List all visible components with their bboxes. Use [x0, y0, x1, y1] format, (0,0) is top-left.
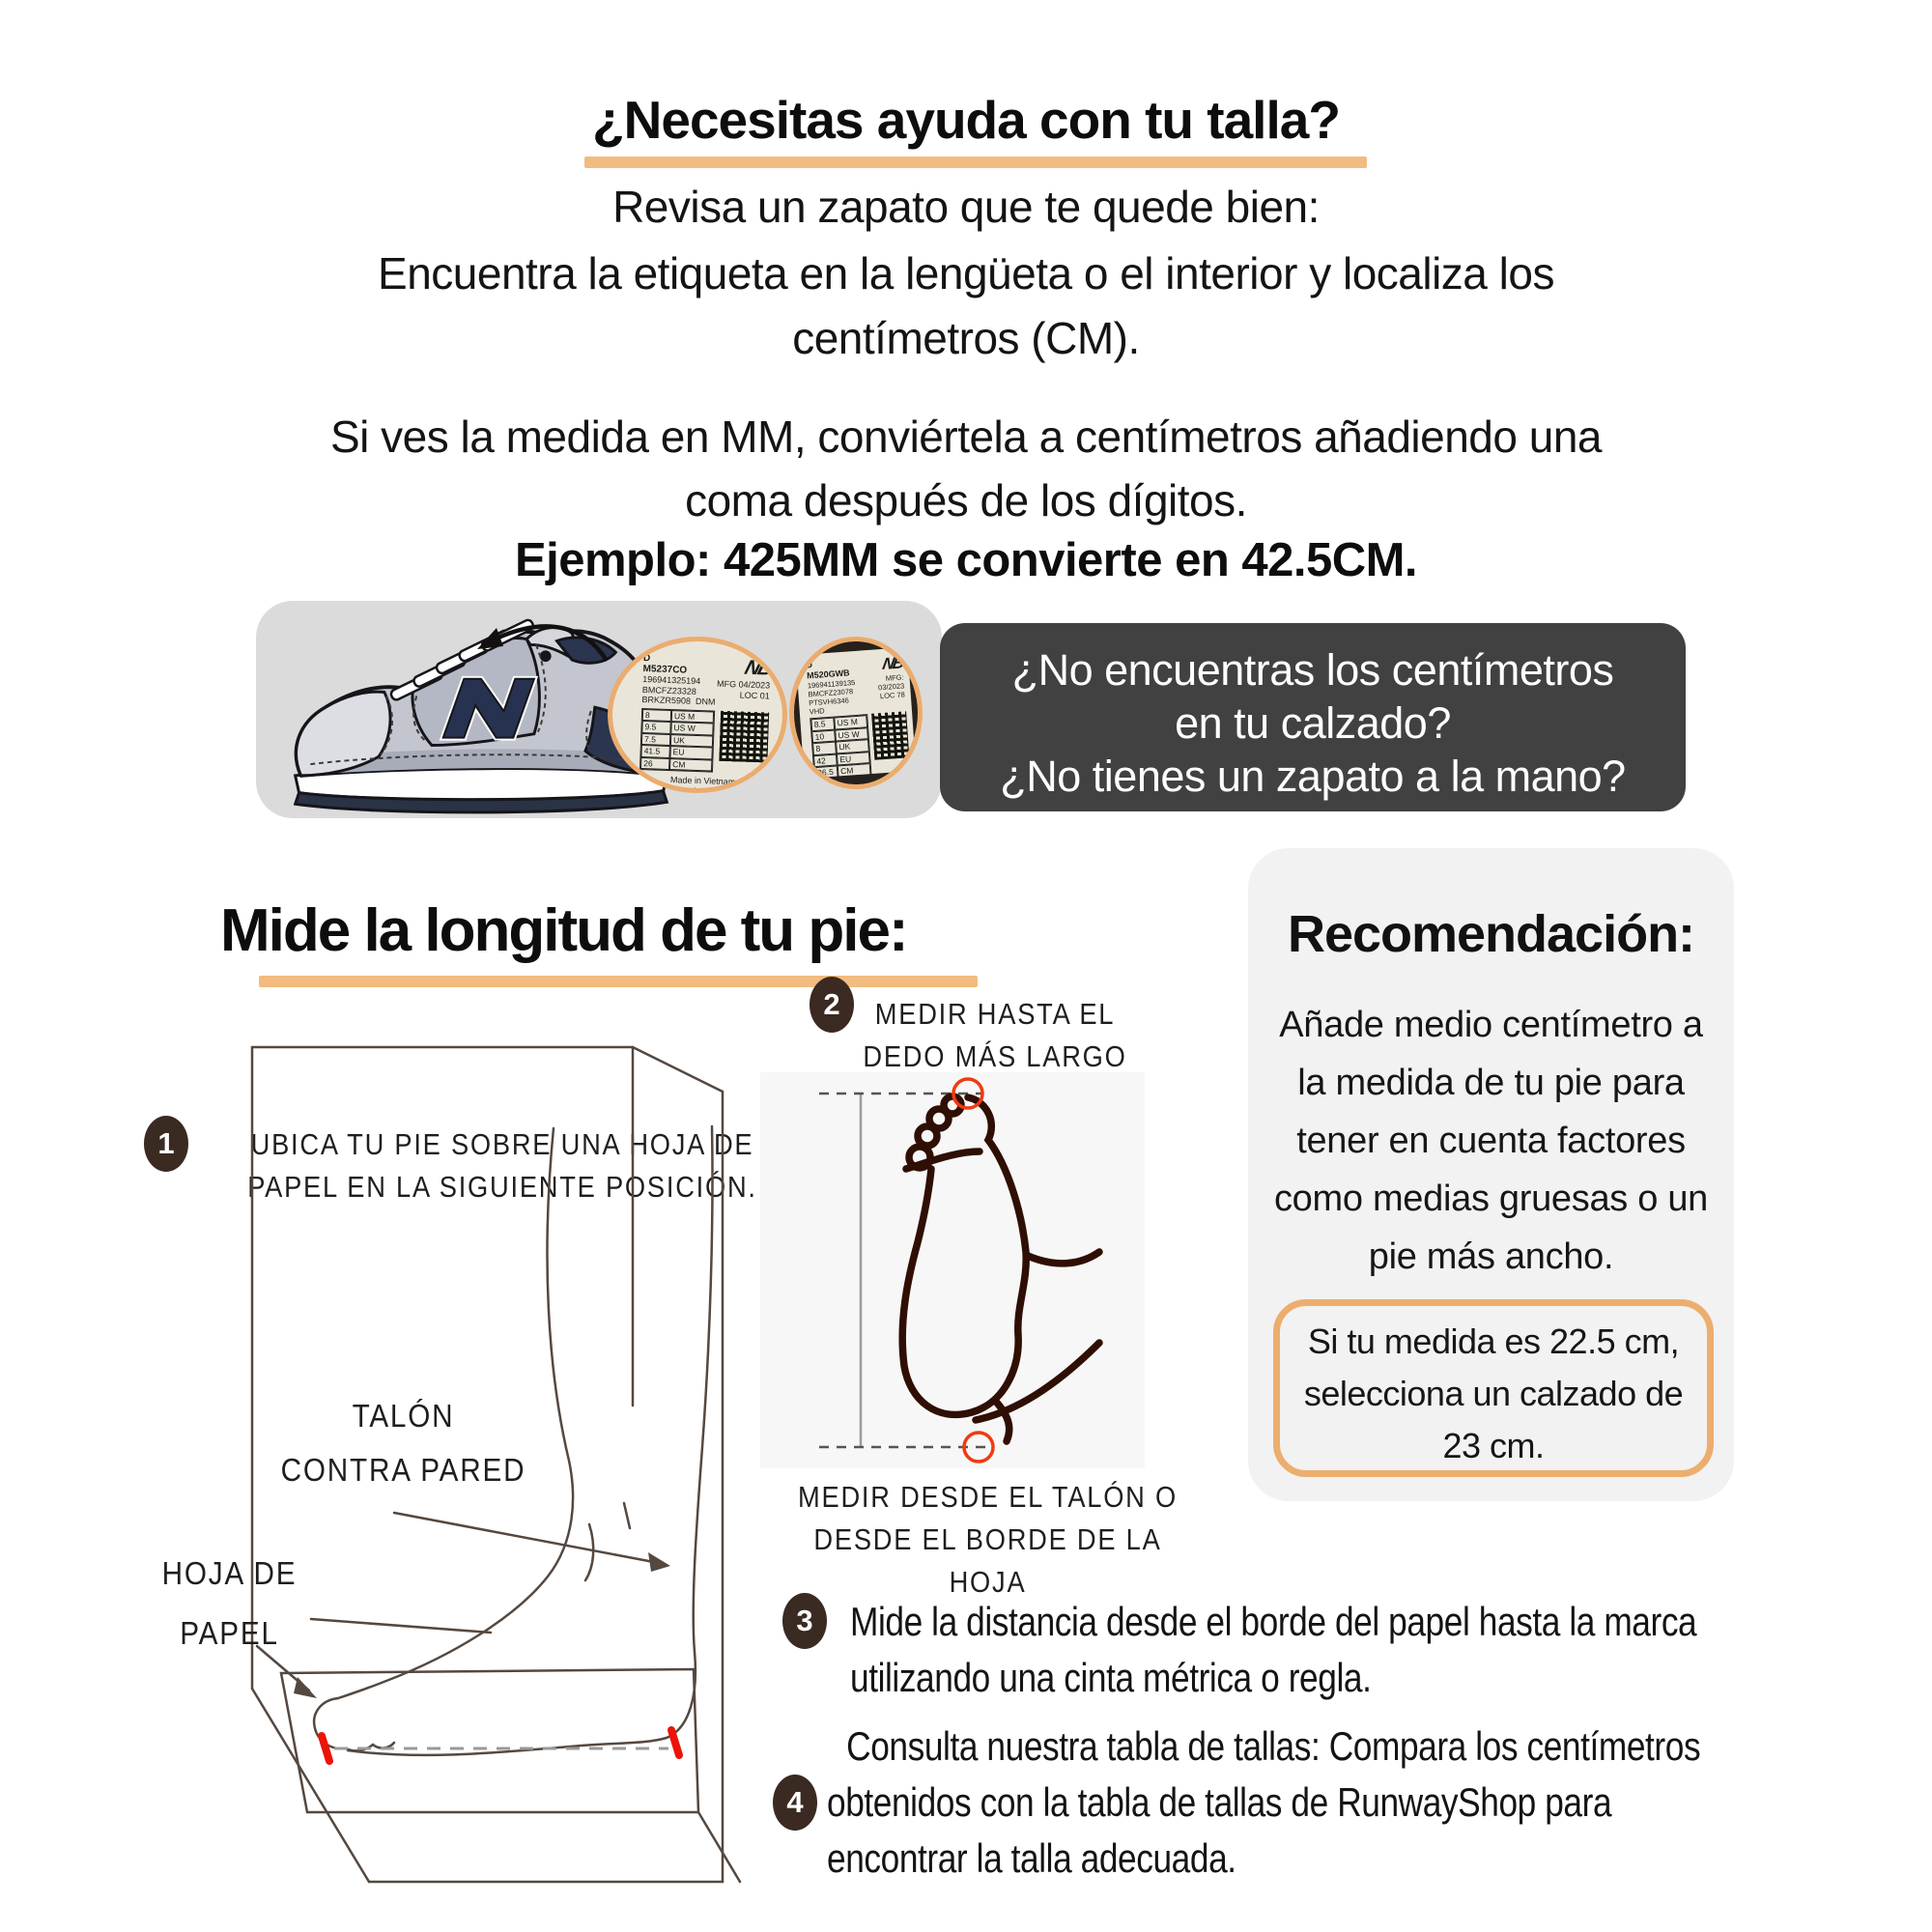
step-4-text: Consulta nuestra tabla de tallas: Compar…: [827, 1723, 1701, 1881]
tag1-loc: LOC 01: [739, 690, 770, 701]
intro-line-1: Revisa un zapato que te quede bien:: [612, 182, 1320, 232]
tag1-size-table: 8 US M 9.5 US W 7.5 UK 41.5 EU 26 CM: [639, 707, 716, 773]
tag2-loc: LOC 78: [879, 690, 906, 701]
intro-line-3: centímetros (CM).: [792, 313, 1140, 363]
shoe-tag-photo-2: D M520GWB 196941139135 BMCFZ23078 PTSVH6…: [789, 637, 923, 789]
no-centimeters-box: ¿No encuentras los centímetros en tu cal…: [940, 623, 1686, 811]
measure-underline: [259, 976, 978, 987]
hoja-arrowhead: [294, 1677, 317, 1698]
nb-logo-icon: NB: [742, 656, 775, 680]
mm-line-1: Si ves la medida en MM, conviértela a ce…: [329, 412, 1603, 462]
step-1-badge: 1: [144, 1116, 188, 1172]
qr-code-icon: [719, 710, 770, 763]
tag2-batch: PTSVH6346 VHD: [808, 696, 850, 717]
curved-arrow-icon: [477, 624, 609, 663]
page-title: ¿Necesitas ayuda con tu talla?: [592, 90, 1341, 150]
step-2-bottom-caption: MEDIR DESDE EL TALÓN O DESDE EL BORDE DE…: [798, 1480, 1178, 1599]
eyelet-dot: [539, 650, 552, 663]
tag1-batch: BRKZR5908: [641, 694, 692, 706]
dark-box-line-3: ¿No tienes un zapato a la mano?: [1000, 752, 1626, 801]
step-3-badge: 3: [782, 1593, 827, 1649]
step-1-caption: UBICA TU PIE SOBRE UNA HOJA DE PAPEL EN …: [247, 1127, 757, 1204]
heel-circle-mark: [962, 1431, 995, 1463]
recommendation-heading: Recomendación:: [1287, 905, 1695, 963]
red-mark-heel: [668, 1726, 683, 1759]
tag1-mfg: MFG 04/2023: [716, 678, 771, 691]
step-2-caption: MEDIR HASTA EL DEDO MÁS LARGO: [863, 997, 1127, 1073]
measure-heading: Mide la longitud de tu pie:: [220, 897, 909, 964]
red-mark-toe: [318, 1732, 333, 1765]
qr-code-icon: [871, 711, 910, 760]
mm-line-2: coma después de los dígitos.: [685, 475, 1247, 526]
talon-label: TALÓN CONTRA PARED: [280, 1398, 526, 1488]
example-callout-box: Si tu medida es 22.5 cm, selecciona un c…: [1273, 1299, 1714, 1477]
recommendation-body: Añade medio centímetro a la medida de tu…: [1273, 1005, 1709, 1277]
tag1-dnm: DNM: [695, 696, 716, 707]
toe-circle-mark: [952, 1077, 984, 1110]
shoe-tag-photo-1: D M5237CO 196941325194 BMCFZ23328 BRKZR5…: [608, 637, 787, 793]
sneaker-illustration: [293, 618, 669, 814]
dark-box-line-2: en tu calzado?: [1175, 698, 1451, 748]
step-4-badge: 4: [773, 1775, 817, 1831]
step-3-text: Mide la distancia desde el borde del pap…: [850, 1599, 1697, 1700]
dark-box-line-1: ¿No encuentras los centímetros: [1011, 645, 1614, 695]
foot-sole-panel: [760, 1072, 1145, 1468]
nb-logo-icon: NB: [881, 653, 905, 674]
title-underline: [584, 156, 1367, 168]
foot-side-diagram: [250, 1045, 742, 1884]
step-2-badge: 2: [810, 977, 854, 1033]
foot-sole-diagram: [819, 1077, 1103, 1463]
hoja-label: HOJA DE PAPEL: [161, 1555, 298, 1651]
talon-arrowhead: [648, 1552, 670, 1572]
intro-line-2: Encuentra la etiqueta en la lengüeta o e…: [378, 248, 1554, 298]
tag2-size-table: 8.5 US M 10 US W 8 UK 42 EU 26.5 CM: [810, 714, 872, 781]
example-line: Ejemplo: 425MM se convierte en 42.5CM.: [514, 534, 1418, 586]
